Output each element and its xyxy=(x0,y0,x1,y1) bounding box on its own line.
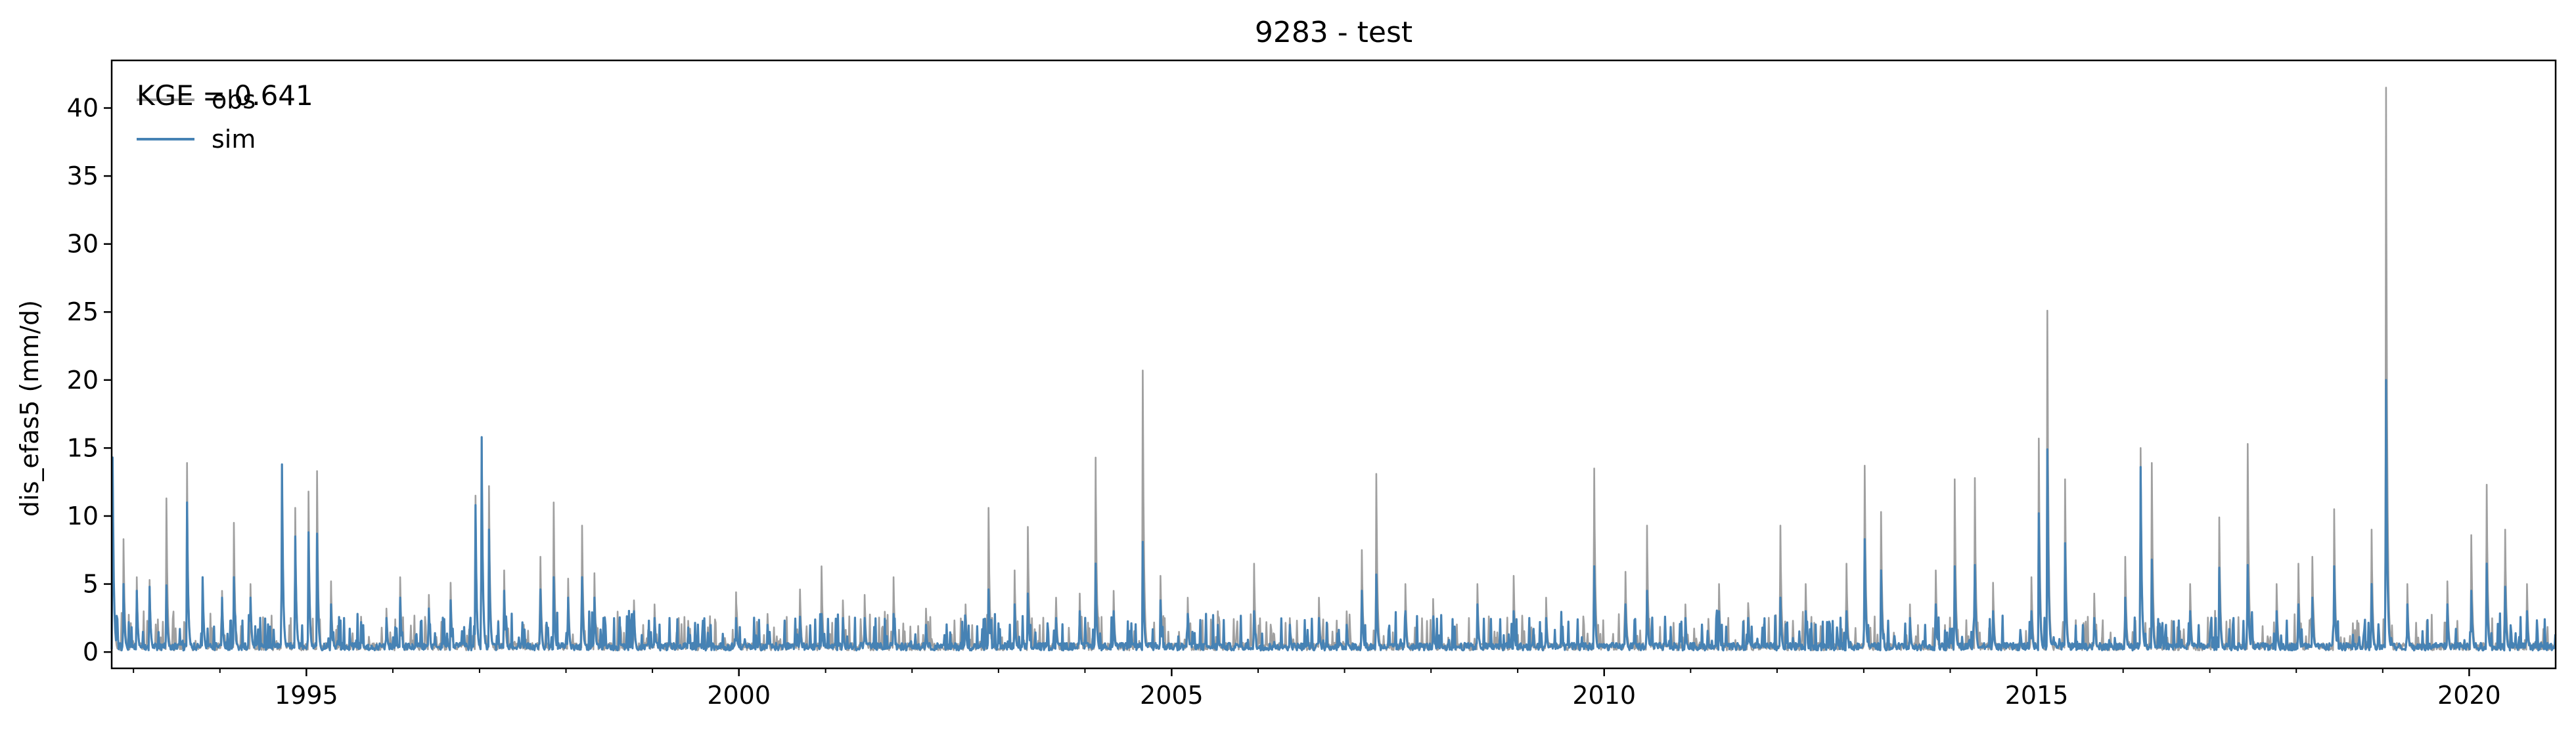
series-line-obs xyxy=(110,87,2556,651)
x-tick-label: 1995 xyxy=(275,681,338,710)
legend-obs-label: obs xyxy=(212,85,256,114)
x-tick-label: 2010 xyxy=(1572,681,1636,710)
x-tick-label: 2020 xyxy=(2437,681,2501,710)
y-tick-label: 0 xyxy=(83,637,99,666)
y-tick-label: 15 xyxy=(67,433,99,462)
axis-layer: 0 5 10 15 20 25 30 35 40 1995 2000 2005 2010 2015 2020 xyxy=(67,94,2501,710)
y-tick-label: 10 xyxy=(67,502,99,530)
chart-title: 9283 - test xyxy=(1255,16,1412,49)
series-line-sim xyxy=(110,379,2557,652)
y-tick-label: 20 xyxy=(67,366,99,395)
legend: obs sim xyxy=(137,85,256,154)
x-tick-label: 2000 xyxy=(707,681,771,710)
y-tick-label: 5 xyxy=(83,570,99,599)
series-layer xyxy=(110,87,2557,652)
kge-annotation: KGE = 0.641 xyxy=(137,79,313,112)
y-tick-label: 30 xyxy=(67,230,99,259)
x-tick-label: 2005 xyxy=(1140,681,1204,710)
x-tick-label: 2015 xyxy=(2005,681,2069,710)
y-axis-label: dis_efas5 (mm/d) xyxy=(15,300,44,517)
y-tick-label: 25 xyxy=(67,297,99,326)
plot-frame xyxy=(110,59,2557,670)
legend-sim-label: sim xyxy=(212,125,256,154)
y-tick-label: 35 xyxy=(67,162,99,190)
y-tick-label: 40 xyxy=(67,94,99,123)
